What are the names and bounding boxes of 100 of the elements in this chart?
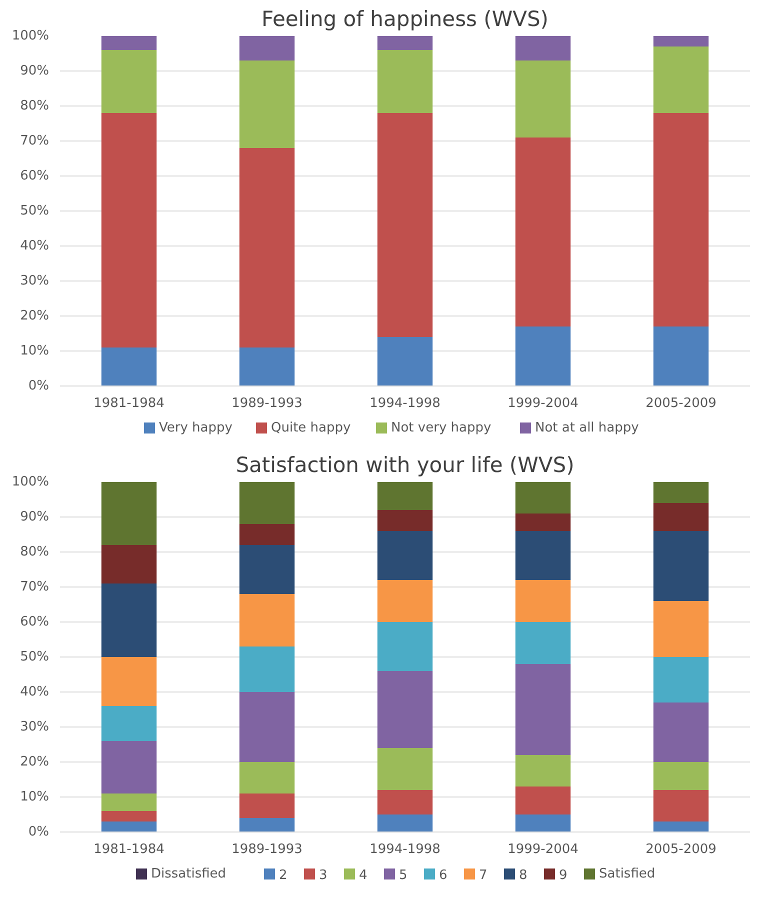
bar xyxy=(239,148,295,348)
x-tick-label: 1981-1984 xyxy=(94,842,164,857)
bar xyxy=(653,326,709,386)
bar xyxy=(653,482,709,503)
x-tick-label: 1994-1998 xyxy=(370,396,440,411)
bar xyxy=(239,482,295,524)
legend-label: 3 xyxy=(319,868,328,883)
x-tick-label: 2005-2009 xyxy=(646,842,716,857)
legend-label: 4 xyxy=(359,868,368,883)
bar xyxy=(653,762,709,790)
bar xyxy=(515,755,571,786)
bar xyxy=(239,646,295,692)
bar xyxy=(653,46,709,113)
legend-label: 2 xyxy=(279,868,288,883)
bar xyxy=(653,503,709,531)
y-tick-label: 90% xyxy=(20,510,50,524)
bar xyxy=(515,36,571,60)
bar xyxy=(515,622,571,664)
legend-label: Satisfied xyxy=(599,866,656,882)
x-tick-label: 1981-1984 xyxy=(94,396,164,411)
y-tick-label: 0% xyxy=(28,378,49,394)
bar xyxy=(515,60,571,138)
bar xyxy=(515,664,571,755)
bar xyxy=(101,545,157,584)
y-tick-label: 80% xyxy=(20,544,50,560)
y-tick-label: 10% xyxy=(20,790,50,804)
x-tick-label: 2005-2009 xyxy=(646,396,716,411)
chart-title: Satisfaction with your life (WVS) xyxy=(236,453,574,477)
bar xyxy=(377,814,433,832)
bar xyxy=(515,531,571,580)
bar xyxy=(377,622,433,671)
x-tick-label: 1989-1993 xyxy=(232,842,302,857)
bar xyxy=(515,786,571,814)
bar xyxy=(239,348,295,386)
chart-title: Feeling of happiness (WVS) xyxy=(262,7,548,31)
bar xyxy=(239,692,295,762)
bar xyxy=(239,594,295,646)
y-tick-label: 60% xyxy=(20,614,50,630)
bar xyxy=(239,545,295,594)
bar xyxy=(653,822,709,832)
bar xyxy=(515,514,571,531)
y-tick-label: 70% xyxy=(20,580,50,594)
bar xyxy=(101,113,157,348)
y-tick-label: 40% xyxy=(20,684,50,700)
y-tick-label: 30% xyxy=(20,274,50,288)
bar xyxy=(377,36,433,50)
bar xyxy=(515,138,571,326)
legend-label: 9 xyxy=(559,868,568,883)
bar xyxy=(101,482,157,545)
legend-label: 8 xyxy=(519,868,528,883)
y-tick-label: 80% xyxy=(20,98,50,114)
bar xyxy=(377,50,433,113)
bar xyxy=(101,36,157,50)
x-tick-label: 1994-1998 xyxy=(370,842,440,857)
bar xyxy=(653,601,709,657)
bar xyxy=(101,706,157,741)
x-tick-label: 1999-2004 xyxy=(508,842,578,857)
legend-label: 5 xyxy=(399,868,408,883)
y-tick-label: 100% xyxy=(12,474,50,490)
bar xyxy=(239,60,295,148)
bar xyxy=(515,814,571,832)
bar xyxy=(377,790,433,814)
bar xyxy=(653,702,709,762)
bar xyxy=(101,50,157,113)
bar xyxy=(515,326,571,386)
bar xyxy=(653,36,709,46)
legend-label: 6 xyxy=(439,868,448,883)
bar xyxy=(653,113,709,326)
bar xyxy=(377,748,433,790)
bar xyxy=(239,794,295,818)
bar xyxy=(239,762,295,794)
y-tick-label: 50% xyxy=(20,650,50,664)
y-tick-label: 20% xyxy=(20,754,50,770)
bar xyxy=(239,818,295,832)
y-tick-label: 20% xyxy=(20,308,50,324)
legend-label: Not at all happy xyxy=(535,420,640,436)
y-tick-label: 50% xyxy=(20,204,50,218)
legend-label: Very happy xyxy=(159,420,233,436)
legend-label: 7 xyxy=(479,868,488,883)
bar xyxy=(377,113,433,337)
bar xyxy=(377,337,433,386)
bar xyxy=(515,482,571,514)
x-tick-label: 1999-2004 xyxy=(508,396,578,411)
bar xyxy=(101,584,157,657)
bar xyxy=(101,741,157,794)
bar xyxy=(653,790,709,822)
bar xyxy=(653,531,709,601)
bar xyxy=(653,657,709,702)
bar xyxy=(101,348,157,386)
legend-label: Not very happy xyxy=(391,420,492,436)
y-tick-label: 70% xyxy=(20,134,50,148)
bar xyxy=(101,794,157,811)
y-tick-label: 90% xyxy=(20,64,50,78)
y-tick-label: 30% xyxy=(20,720,50,734)
bar xyxy=(101,811,157,822)
legend-label: Quite happy xyxy=(271,420,352,436)
y-tick-label: 60% xyxy=(20,168,50,184)
bar xyxy=(101,822,157,832)
bar xyxy=(377,531,433,580)
bar xyxy=(377,671,433,748)
